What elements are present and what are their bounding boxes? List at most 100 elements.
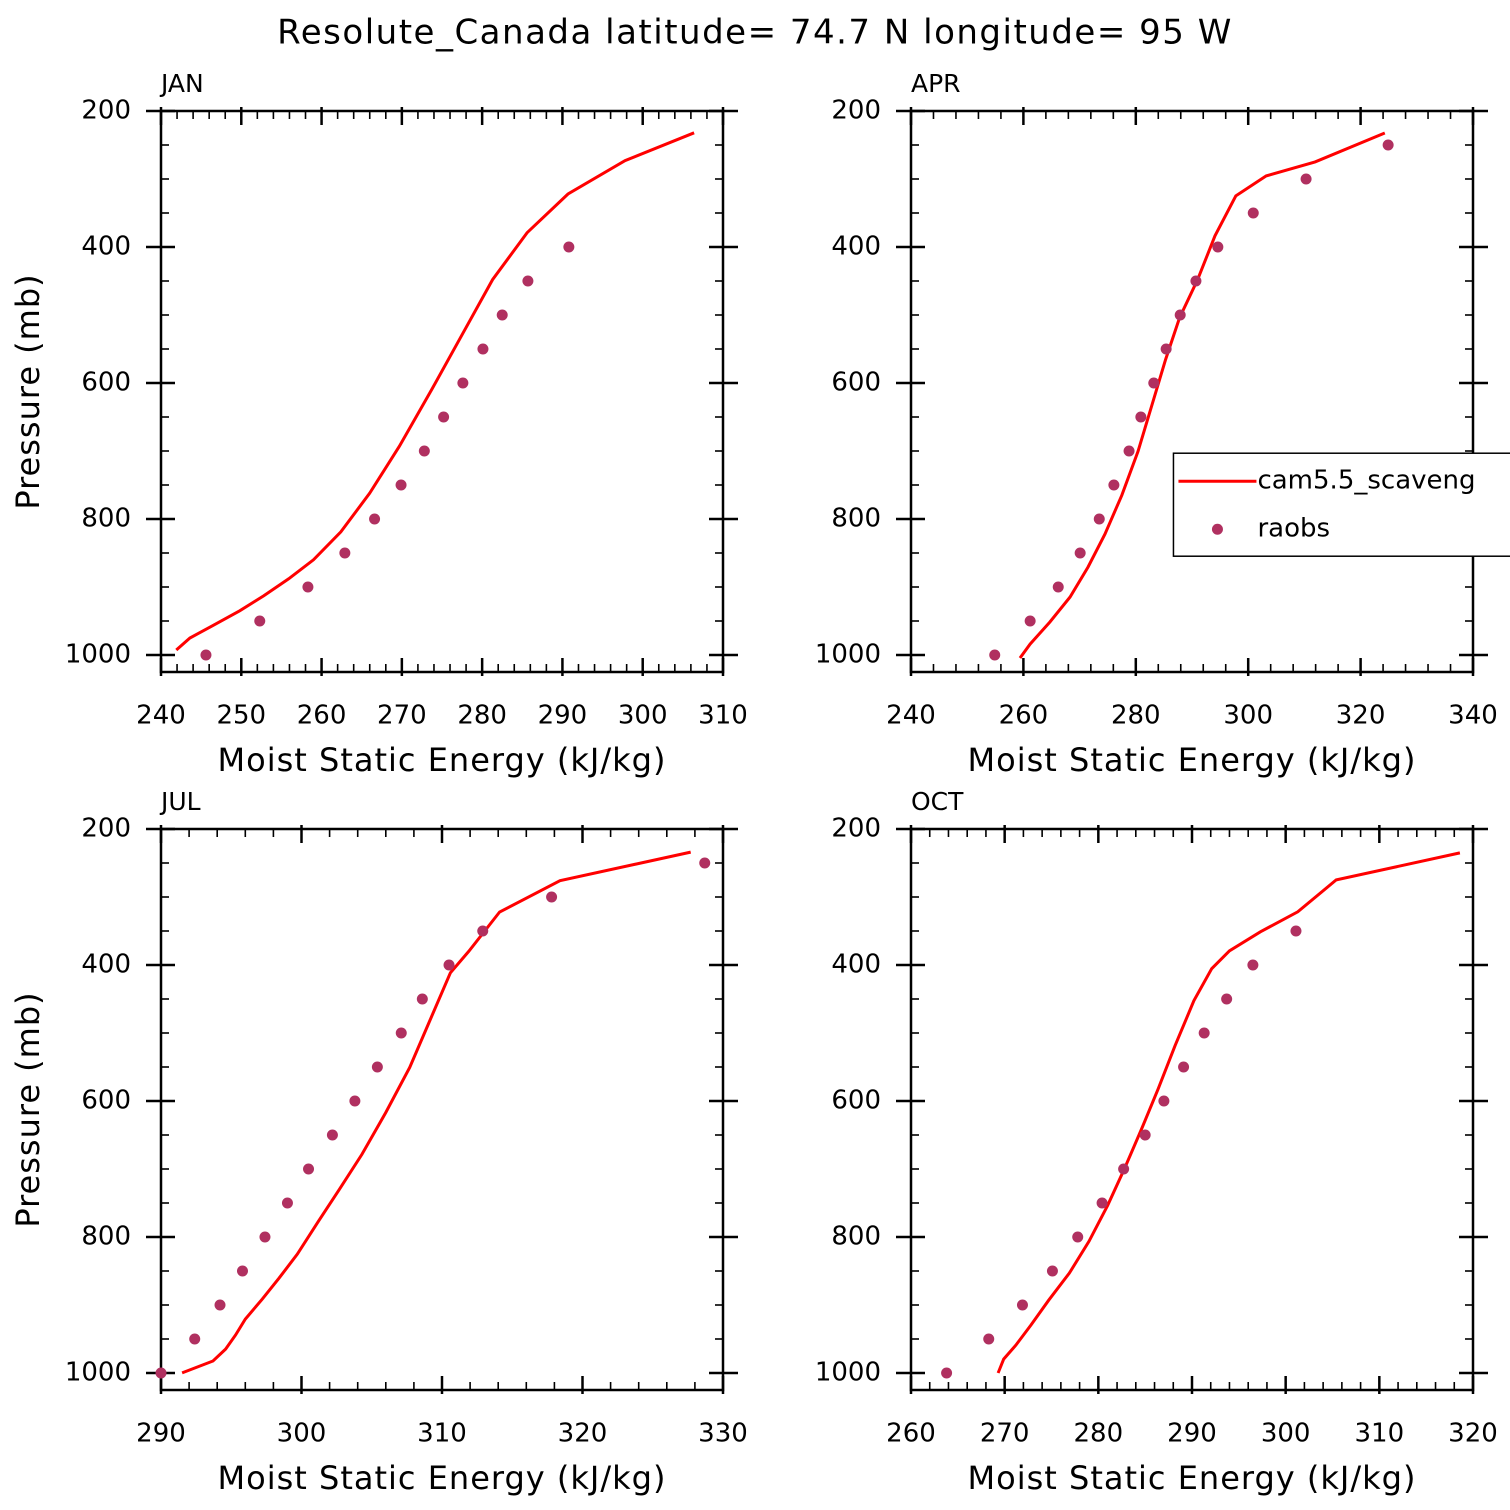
panel: APR 240 260 280 300 320 340 200 400 600 800 1000 Moi… (815, 69, 1510, 779)
x-tick-label: 320 (558, 1419, 608, 1449)
x-tick-label: 300 (618, 701, 668, 731)
y-tick-label: 200 (831, 814, 881, 844)
obs-point (989, 649, 1001, 661)
panel-title: JAN (159, 69, 204, 98)
obs-point (941, 1367, 953, 1379)
obs-point (1016, 1299, 1028, 1311)
obs-point (1290, 925, 1302, 937)
obs-point (418, 445, 430, 457)
obs-point (371, 1061, 383, 1073)
x-tick-label: 260 (886, 1419, 936, 1449)
obs-point (1160, 343, 1172, 355)
y-tick-label: 600 (81, 1086, 131, 1116)
x-axis-label: Moist Static Energy (kJ/kg) (218, 1459, 667, 1497)
obs-point (477, 925, 489, 937)
obs-point (1158, 1095, 1170, 1107)
obs-point (443, 959, 455, 971)
y-tick-label: 400 (81, 950, 131, 980)
legend-swatch (1211, 523, 1223, 535)
obs-point (395, 479, 407, 491)
panel-title: JUL (159, 787, 201, 816)
obs-point (1247, 959, 1259, 971)
y-tick-label: 200 (81, 814, 131, 844)
obs-point (1135, 411, 1147, 423)
figure-title: Resolute_Canada latitude= 74.7 N longitu… (277, 13, 1233, 53)
x-tick-label: 240 (886, 701, 936, 731)
obs-point (1096, 1197, 1108, 1209)
obs-point (1118, 1163, 1130, 1175)
obs-point (1123, 445, 1135, 457)
y-tick-label: 200 (831, 96, 881, 126)
profile-line (1018, 131, 1386, 659)
obs-point (1382, 139, 1394, 151)
profile-line (181, 850, 692, 1375)
obs-point (699, 857, 711, 869)
obs-point (1024, 615, 1036, 627)
obs-point (1178, 1061, 1190, 1073)
obs-point (1072, 1231, 1084, 1243)
panel: JUL 290 300 310 320 330 200 400 600 800 1000 Moist … (9, 787, 748, 1497)
x-axis-label: Moist Static Energy (kJ/kg) (968, 1459, 1417, 1497)
obs-point (281, 1197, 293, 1209)
obs-point (200, 649, 212, 661)
x-tick-label: 270 (980, 1419, 1030, 1449)
obs-point (1247, 207, 1259, 219)
x-tick-label: 310 (698, 701, 748, 731)
x-axis-label: Moist Static Energy (kJ/kg) (218, 741, 667, 779)
obs-point (395, 1027, 407, 1039)
y-tick-label: 800 (81, 1222, 131, 1252)
panel-title: APR (911, 69, 961, 98)
obs-point (477, 343, 489, 355)
y-tick-label: 600 (81, 368, 131, 398)
x-tick-label: 280 (1111, 701, 1161, 731)
legend-box (1172, 452, 1510, 557)
profile-line (996, 851, 1461, 1374)
obs-point (214, 1299, 226, 1311)
obs-point (563, 241, 575, 253)
x-axis-label: Moist Static Energy (kJ/kg) (968, 741, 1417, 779)
x-tick-label: 290 (538, 701, 588, 731)
obs-point (1190, 275, 1202, 287)
obs-point (349, 1095, 361, 1107)
legend-label: raobs (1257, 514, 1330, 544)
x-tick-label: 260 (297, 701, 347, 731)
obs-point (155, 1367, 167, 1379)
x-tick-label: 290 (136, 1419, 186, 1449)
y-tick-label: 1000 (65, 640, 131, 670)
obs-point (339, 547, 351, 559)
obs-point (1139, 1129, 1151, 1141)
panel: OCT 260 270 280 290 300 310 320 200 400 600 800 1000… (815, 787, 1498, 1497)
obs-point (1046, 1265, 1058, 1277)
x-tick-label: 340 (1448, 701, 1498, 731)
y-tick-label: 1000 (815, 640, 881, 670)
x-tick-label: 300 (1223, 701, 1273, 731)
y-tick-label: 400 (831, 950, 881, 980)
x-tick-label: 320 (1448, 1419, 1498, 1449)
plot-frame (909, 109, 1475, 674)
panel-title: OCT (911, 787, 964, 816)
x-tick-label: 290 (1167, 1419, 1217, 1449)
y-tick-label: 400 (831, 232, 881, 262)
obs-point (326, 1129, 338, 1141)
obs-point (416, 993, 428, 1005)
obs-point (254, 615, 266, 627)
y-tick-label: 800 (831, 1222, 881, 1252)
obs-point (259, 1231, 271, 1243)
obs-point (303, 1163, 315, 1175)
x-tick-label: 300 (277, 1419, 327, 1449)
obs-point (1300, 173, 1312, 185)
x-tick-label: 280 (1074, 1419, 1124, 1449)
obs-point (302, 581, 314, 593)
obs-point (1148, 377, 1160, 389)
obs-point (546, 891, 558, 903)
panel: JAN 240 250 260 270 280 290 300 310 200 400 600 800 1… (9, 69, 748, 779)
obs-point (983, 1333, 995, 1345)
obs-point (1052, 581, 1064, 593)
x-tick-label: 250 (216, 701, 266, 731)
x-tick-label: 270 (377, 701, 427, 731)
y-tick-label: 600 (831, 368, 881, 398)
x-tick-label: 310 (1355, 1419, 1405, 1449)
y-tick-label: 800 (81, 504, 131, 534)
y-tick-label: 400 (81, 232, 131, 262)
